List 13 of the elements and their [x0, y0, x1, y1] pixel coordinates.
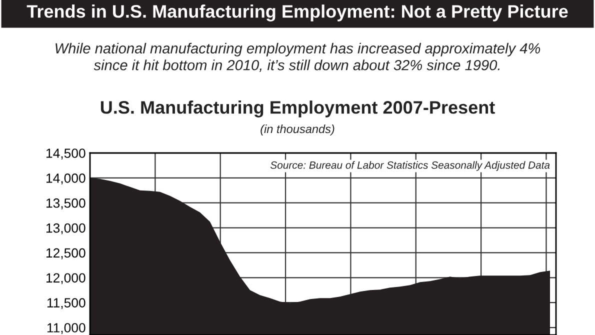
y-tick-label: 13,000	[46, 223, 86, 234]
y-tick-label: 12,000	[46, 273, 86, 284]
chart-title: Trends in U.S. Manufacturing Employment: Not a Pretty Picture	[26, 4, 568, 22]
annotation: Source: Bureau of Labor Statistics Seasonally Adjusted Data	[270, 161, 550, 171]
text: (in thousands)	[260, 124, 334, 136]
y-tick-label: 14,000	[46, 174, 86, 184]
y-tick-label: 12,500	[46, 248, 86, 260]
y-tick-label: 14,500	[46, 148, 86, 160]
chart-subtitle: While national manufacturing employment has increased approximately 4% since it hit bottom in 2010, it’s still down about 32% since 1990.	[56, 42, 540, 72]
y-tick-label: 13,500	[46, 198, 86, 210]
text: U.S. Manufacturing Employment 2007-Present	[100, 100, 495, 118]
y-tick-label: 11,000	[47, 323, 86, 334]
y-tick-label: 11,500	[47, 298, 86, 310]
